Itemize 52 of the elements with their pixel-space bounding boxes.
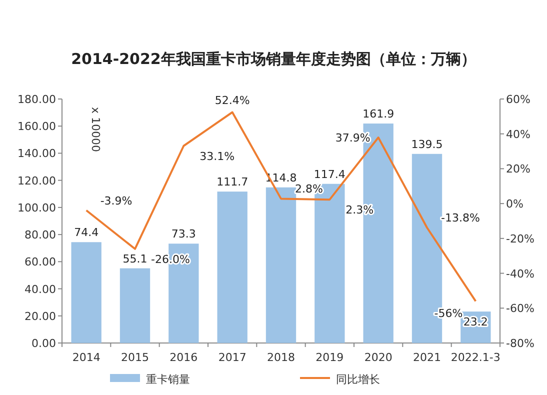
data-label: 55.1 [122, 252, 148, 266]
x-tick-label: 2018 [267, 351, 295, 364]
annotation: x 10000 [89, 107, 102, 152]
data-label: 23.2 [463, 316, 488, 329]
data-label: 74.4 [74, 226, 99, 240]
x-tick-label: 2015 [121, 351, 149, 364]
x-tick-label: 2022.1-3 [450, 351, 500, 364]
legend-label: 同比增长 [336, 373, 380, 386]
y-tick-label: 40.00 [24, 282, 56, 296]
data-label: -26.0% [151, 252, 190, 266]
y-tick-label: 100.00 [18, 201, 56, 214]
x-tick-label: 2021 [413, 351, 441, 364]
data-label: 2.3% [346, 204, 374, 217]
y2-tick-label: 20% [506, 162, 530, 176]
y-tick-label: 140.00 [18, 147, 56, 160]
y-tick-label: 80.00 [24, 228, 56, 242]
y2-tick-label: -40% [506, 267, 534, 280]
data-label: 33.1% [200, 150, 235, 163]
bar [217, 192, 248, 343]
x-tick-label: 2017 [218, 351, 246, 364]
data-label: 52.4% [214, 94, 250, 108]
data-label: 139.5 [411, 138, 443, 151]
chart-title: 2014-2022年我国重卡市场销量年度走势图（单位：万辆） [71, 50, 476, 68]
y-tick-label: 180.00 [18, 93, 56, 106]
legend-label: 重卡销量 [146, 373, 190, 386]
data-label: 37.9% [335, 132, 370, 145]
y2-tick-label: -60% [506, 302, 534, 316]
data-label: -3.9% [100, 194, 132, 208]
data-label: 2.8% [295, 182, 323, 196]
y-tick-label: 0.00 [32, 337, 56, 350]
bar [71, 242, 102, 343]
x-tick-label: 2016 [170, 351, 198, 364]
y2-tick-label: 0% [506, 198, 524, 211]
y-tick-label: 20.00 [24, 310, 56, 323]
y-tick-label: 60.00 [24, 256, 56, 269]
x-tick-label: 2020 [364, 351, 392, 364]
y2-tick-label: 40% [506, 128, 530, 141]
data-label: 73.3 [171, 228, 196, 241]
y-tick-label: 120.00 [18, 174, 56, 188]
bar [120, 268, 150, 343]
data-label: 117.4 [314, 168, 346, 181]
y2-tick-label: 60% [506, 93, 530, 106]
data-label: 161.9 [362, 108, 394, 121]
x-tick-label: 2014 [72, 351, 100, 364]
bar [266, 187, 296, 343]
data-label: -56% [434, 307, 463, 320]
y2-tick-label: -80% [506, 337, 534, 350]
x-tick-label: 2019 [316, 351, 344, 364]
data-label: 111.7 [216, 176, 248, 189]
data-label: -13.8% [441, 212, 480, 225]
y-tick-label: 160.00 [18, 120, 56, 134]
y2-tick-label: -20% [506, 232, 534, 246]
